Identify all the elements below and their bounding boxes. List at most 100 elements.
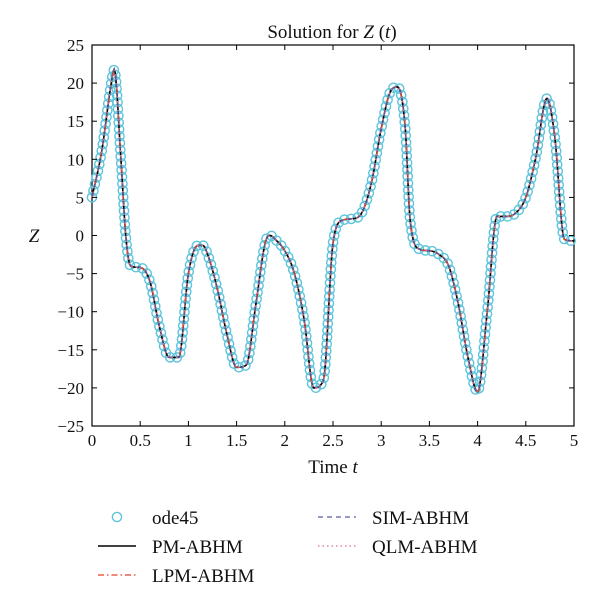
ode45-marker <box>141 268 153 279</box>
x-tick-label: 1 <box>184 431 193 450</box>
x-tick-label: 1.5 <box>226 431 247 450</box>
legend-label: QLM-ABHM <box>372 537 478 558</box>
ode45-marker <box>279 245 291 257</box>
ode45-marker <box>240 360 251 371</box>
series-layer <box>86 64 576 395</box>
ode45-marker <box>451 290 462 302</box>
ode45-marker <box>220 325 232 337</box>
ode45-marker <box>377 114 389 125</box>
ode45-marker <box>375 127 386 139</box>
ode45-marker <box>333 217 344 229</box>
y-tick-label: −20 <box>57 379 84 398</box>
ode45-marker <box>468 377 479 389</box>
ode45-marker <box>207 265 219 277</box>
ode45-marker <box>294 290 306 302</box>
x-tick-label: 4 <box>473 431 482 450</box>
ode45-marker <box>520 192 531 204</box>
ode45-marker <box>442 258 453 269</box>
ode45-marker <box>538 99 550 111</box>
ode45-marker <box>530 153 541 164</box>
ode45-marker <box>461 344 472 356</box>
ode45-marker <box>155 327 167 339</box>
x-tick-label: 3.5 <box>419 431 440 450</box>
ode45-marker <box>157 334 168 345</box>
x-tick-label: 3 <box>377 431 386 450</box>
ode45-marker <box>285 258 297 269</box>
ode45-marker <box>226 351 238 363</box>
ode45-marker <box>88 185 99 197</box>
ode45-marker <box>463 357 475 369</box>
tick-layer: 0 0.5 1 1.5 2 2.5 3 3.5 4 4.5 5 25 20 15 10 5 0 −5 −10 −15 −… <box>57 36 578 450</box>
ode45-marker <box>225 345 236 356</box>
legend-label: PM-ABHM <box>152 537 243 558</box>
ode45-marker <box>359 200 371 212</box>
ode45-marker <box>454 304 465 315</box>
ode45-marker <box>188 246 199 258</box>
ode45-marker <box>379 107 390 119</box>
legend-item-sim-abhm: SIM-ABHM <box>318 508 469 529</box>
ode45-marker <box>203 252 215 264</box>
ode45-marker <box>462 351 474 362</box>
x-tick-label: 2 <box>281 431 290 450</box>
legend-label: SIM-ABHM <box>372 508 469 529</box>
ode45-marker <box>444 264 456 276</box>
ode45-marker <box>446 271 458 282</box>
ode45-marker <box>293 284 304 295</box>
ode45-marker <box>222 332 233 343</box>
ode45-marker <box>363 187 375 199</box>
ode45-marker <box>527 166 538 178</box>
ode45-marker <box>448 277 459 289</box>
ode45-marker <box>261 233 272 244</box>
ode45-marker <box>452 297 464 309</box>
ode45-marker <box>184 259 196 271</box>
ode45-marker <box>148 294 160 306</box>
y-tick-label: 25 <box>67 36 84 55</box>
ode45-series <box>86 64 576 395</box>
ode45-marker <box>201 246 212 257</box>
ode45-marker <box>124 259 136 271</box>
legend-label: LPM-ABHM <box>152 566 255 587</box>
ode45-marker <box>407 232 419 243</box>
ode45-marker <box>158 340 170 352</box>
ode45-marker <box>145 281 157 292</box>
ode45-marker <box>282 251 294 263</box>
qlm-abhm-line <box>91 67 575 393</box>
ode45-marker <box>95 152 106 163</box>
ode45-marker <box>384 88 395 99</box>
ode45-marker <box>522 186 533 197</box>
y-tick-label: 20 <box>67 74 84 93</box>
ode45-marker <box>205 259 217 270</box>
ode45-marker <box>413 243 425 255</box>
ode45-marker <box>259 239 270 251</box>
y-tick-label: 10 <box>67 150 84 169</box>
ode45-marker <box>295 297 307 309</box>
ode45-marker <box>94 158 105 170</box>
y-tick-label: −10 <box>57 303 84 322</box>
ode45-marker <box>310 382 322 394</box>
ode45-marker <box>152 314 164 326</box>
ode45-marker <box>541 93 552 104</box>
y-tick-label: 15 <box>67 112 84 131</box>
y-tick-label: 5 <box>76 188 85 207</box>
ode45-marker <box>356 206 368 218</box>
ode45-marker <box>361 194 373 205</box>
x-tick-label: 0.5 <box>130 431 151 450</box>
ode45-marker <box>382 94 393 106</box>
ode45-marker <box>215 298 226 310</box>
ode45-marker <box>525 173 537 184</box>
ode45-marker <box>393 83 405 94</box>
ode45-marker <box>316 378 327 390</box>
ode45-marker <box>330 223 342 235</box>
ode45-marker <box>297 304 308 315</box>
y-axis-title: Z <box>29 226 40 247</box>
ode45-marker <box>154 321 165 332</box>
y-tick-label: −15 <box>57 341 84 360</box>
legend-item-ode45: ode45 <box>111 508 198 529</box>
legend: ode45 PM-ABHM LPM-ABHM SIM-ABHM QLM-ABHM <box>98 508 478 587</box>
ode45-marker <box>366 174 378 186</box>
ode45-marker <box>289 270 301 282</box>
sim-abhm-line <box>91 67 575 393</box>
ode45-marker <box>395 89 407 101</box>
ode45-marker <box>147 287 159 299</box>
